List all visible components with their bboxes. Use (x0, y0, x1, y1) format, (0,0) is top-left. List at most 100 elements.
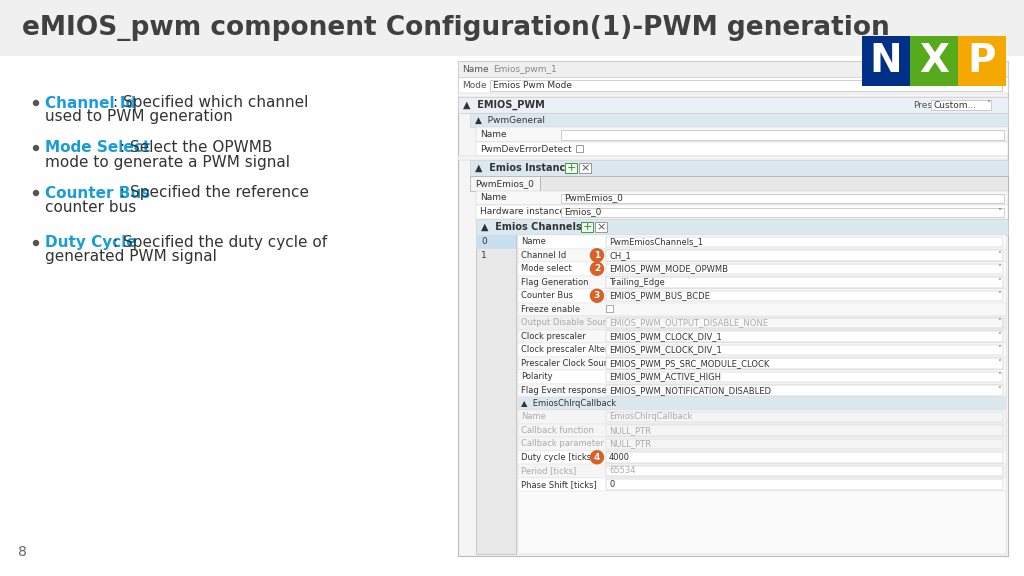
Bar (518, 235, 1006, 554)
Text: 0: 0 (609, 480, 614, 489)
Text: 8: 8 (18, 545, 27, 559)
Text: N: N (869, 42, 902, 80)
Text: EMIOS_PWM_MODE_OPWMB: EMIOS_PWM_MODE_OPWMB (609, 264, 728, 273)
Text: ˅: ˅ (997, 359, 1000, 367)
Text: Mode Select: Mode Select (45, 141, 151, 156)
Text: Name: Name (480, 194, 507, 203)
Text: used to PWM generation: used to PWM generation (45, 109, 232, 124)
Text: Polarity: Polarity (521, 372, 553, 381)
Bar (518, 410, 1006, 423)
Bar (518, 302, 1006, 316)
Bar (518, 316, 1006, 329)
Bar (606, 250, 1002, 260)
Bar (606, 263, 1002, 274)
Circle shape (34, 241, 39, 245)
Bar (458, 97, 1008, 113)
Text: Duty cycle [ticks]: Duty cycle [ticks] (521, 453, 594, 462)
Text: 65534: 65534 (609, 466, 636, 475)
Bar (476, 219, 1008, 235)
Bar (458, 61, 1008, 556)
Bar (476, 127, 1008, 142)
Circle shape (591, 289, 603, 302)
Text: NULL_PTR: NULL_PTR (609, 439, 651, 448)
Text: Preset: Preset (913, 100, 941, 109)
Bar (561, 207, 1004, 217)
Bar (931, 100, 991, 110)
Bar (910, 36, 958, 86)
Circle shape (34, 146, 39, 150)
Text: : Specified the reference: : Specified the reference (120, 185, 309, 200)
Bar (0, 0, 1024, 56)
Bar (518, 275, 1006, 289)
Bar (518, 370, 1006, 384)
Bar (565, 163, 577, 173)
Bar (561, 194, 1004, 203)
Text: Flag Event response: Flag Event response (521, 386, 606, 395)
Bar (518, 357, 1006, 370)
Text: ˅: ˅ (997, 319, 1000, 327)
Bar (476, 235, 516, 249)
Bar (458, 93, 1008, 97)
Text: 0: 0 (481, 237, 486, 247)
Circle shape (591, 262, 603, 275)
Bar (518, 384, 1006, 397)
Bar (518, 248, 1006, 262)
Bar (606, 479, 1002, 490)
Bar (606, 465, 1002, 476)
Text: ˅: ˅ (997, 81, 1001, 89)
Text: EMIOS_PWM_OUTPUT_DISABLE_NONE: EMIOS_PWM_OUTPUT_DISABLE_NONE (609, 319, 768, 327)
Bar (476, 205, 1008, 219)
Text: ˅: ˅ (997, 264, 1000, 273)
Bar (518, 478, 1006, 491)
Text: +: + (583, 222, 592, 232)
Bar (540, 176, 1008, 191)
Text: ˅: ˅ (997, 251, 1000, 260)
Text: Mode select: Mode select (521, 264, 571, 273)
Text: Clock prescaler: Clock prescaler (521, 332, 586, 341)
Bar (518, 329, 1006, 343)
Text: Counter Bus: Counter Bus (521, 291, 573, 300)
Bar (476, 191, 1008, 205)
Text: Channel Id: Channel Id (45, 96, 136, 111)
Text: PwmEmios_0: PwmEmios_0 (475, 179, 534, 188)
Text: eMIOS_pwm component Configuration(1)-PWM generation: eMIOS_pwm component Configuration(1)-PWM… (22, 15, 890, 41)
Text: 1: 1 (481, 252, 486, 260)
Text: Freeze enable: Freeze enable (521, 305, 581, 314)
Text: Emios_0: Emios_0 (564, 207, 601, 217)
Text: Counter Bus: Counter Bus (45, 185, 151, 200)
Bar (606, 452, 1002, 463)
Bar (606, 344, 1002, 355)
Text: ˅: ˅ (997, 332, 1000, 341)
Bar (862, 36, 910, 86)
Bar (458, 156, 1008, 160)
Text: Name: Name (462, 65, 488, 74)
Text: ˅: ˅ (997, 278, 1000, 287)
Bar (518, 235, 1006, 248)
Text: Phase Shift [ticks]: Phase Shift [ticks] (521, 480, 597, 489)
Bar (561, 130, 1004, 139)
Text: ˅: ˅ (997, 345, 1000, 354)
Text: Hardware instance: Hardware instance (480, 207, 565, 217)
Text: Callback parameter: Callback parameter (521, 439, 604, 448)
Text: ×: × (581, 163, 590, 173)
Bar (606, 331, 1002, 342)
Text: EMIOS_PWM_NOTIFICATION_DISABLED: EMIOS_PWM_NOTIFICATION_DISABLED (609, 386, 771, 395)
Bar (470, 176, 540, 191)
Text: 3: 3 (594, 291, 600, 300)
Text: Duty Cycle: Duty Cycle (45, 236, 137, 251)
Text: ˅: ˅ (997, 386, 1000, 395)
Circle shape (591, 249, 603, 262)
Text: ▲  EMIOS_PWM: ▲ EMIOS_PWM (463, 100, 545, 110)
Bar (606, 305, 613, 312)
Bar (518, 464, 1006, 478)
Bar (990, 66, 997, 73)
Bar (518, 397, 1006, 410)
Bar (518, 289, 1006, 302)
Text: EMIOS_PWM_CLOCK_DIV_1: EMIOS_PWM_CLOCK_DIV_1 (609, 332, 722, 341)
Bar (606, 358, 1002, 369)
Bar (458, 77, 1008, 93)
Text: ˅: ˅ (986, 100, 990, 109)
Bar (476, 142, 1008, 156)
Text: NULL_PTR: NULL_PTR (609, 426, 651, 435)
Bar (490, 79, 1002, 90)
